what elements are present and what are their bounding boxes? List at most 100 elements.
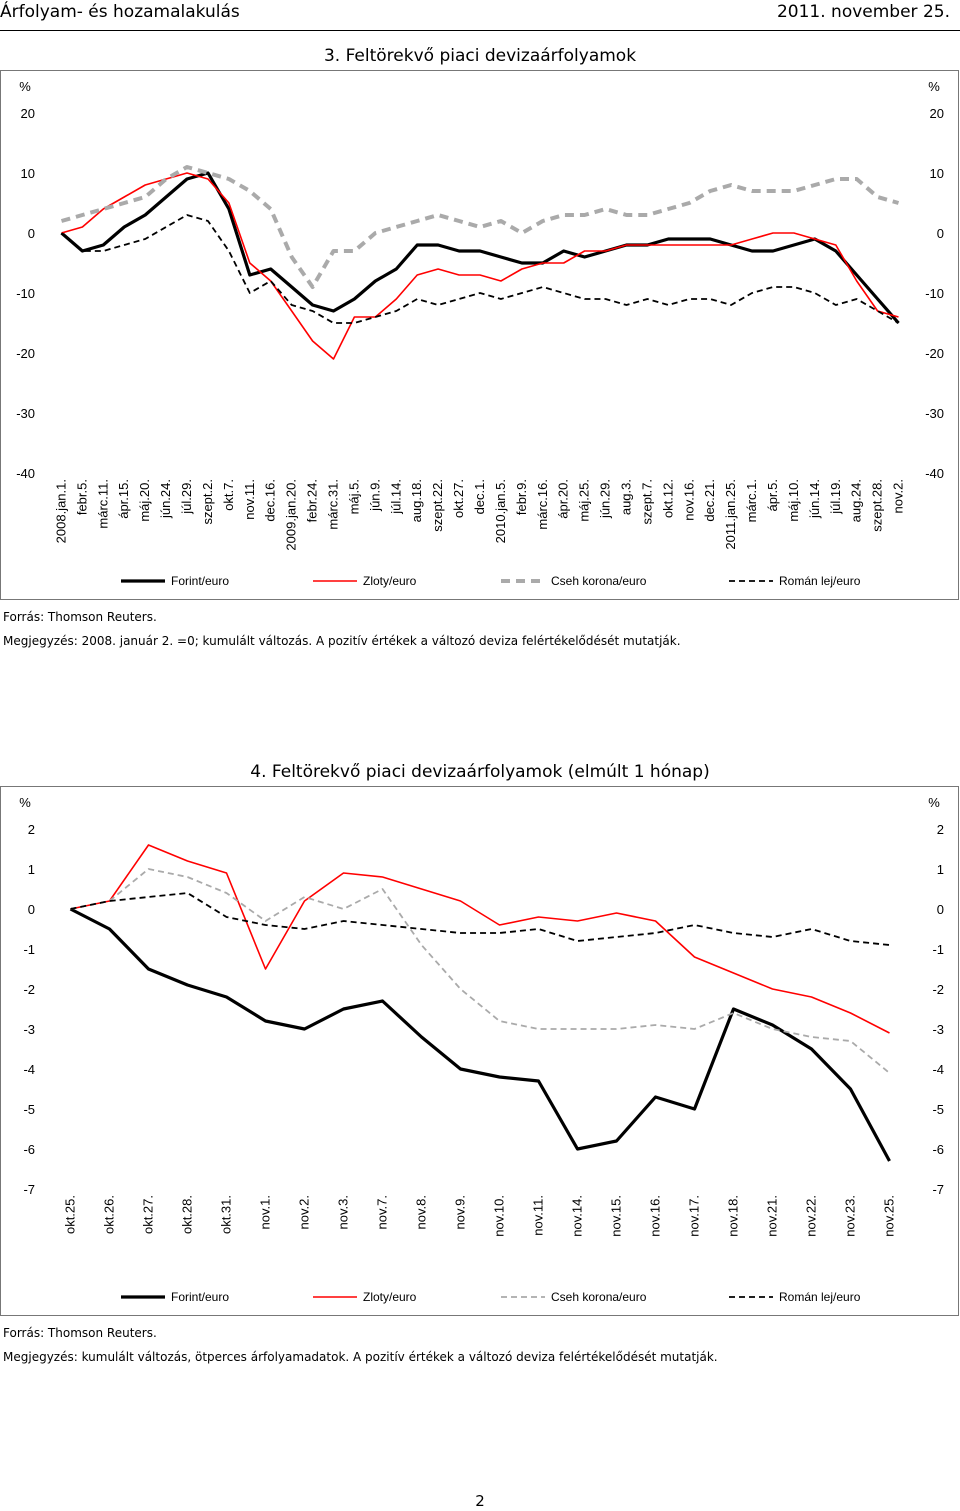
chart2-series-1-line [69, 907, 891, 1162]
chart2-xtick: okt.26. [102, 1195, 117, 1234]
chart2-ytick-right: -7 [932, 1182, 944, 1197]
chart2-ytick-left: 0 [28, 902, 35, 917]
chart2-ytick-right: -3 [932, 1022, 944, 1037]
chart1-series-1-line [60, 171, 900, 325]
chart1-ytick-left: 20 [21, 106, 35, 121]
chart1-xtick: dec.16. [263, 479, 278, 522]
chart2-series-2-line [70, 844, 890, 1034]
chart1-xtick: okt.27. [451, 479, 466, 518]
chart1-xtick: dec.1. [472, 479, 487, 514]
chart1-xtick: máj.25. [577, 479, 592, 522]
chart1-ytick-left: -30 [16, 406, 35, 421]
chart2-xtick: okt.27. [141, 1195, 156, 1234]
chart1-xtick: júl.19. [828, 479, 843, 515]
chart2-legend-label: Forint/euro [171, 1290, 229, 1304]
chart2-ytick-left: -5 [23, 1102, 35, 1117]
chart1-xtick: ápr.15. [116, 479, 131, 519]
chart1-xtick: aug.18. [409, 479, 424, 522]
chart1-xtick: szept.22. [430, 479, 445, 532]
chart2-ytick-left: -7 [23, 1182, 35, 1197]
chart2-xtick: nov.25. [882, 1195, 897, 1237]
chart2-xtick: nov.17. [687, 1195, 702, 1237]
chart2-ytick-right: -1 [932, 942, 944, 957]
chart2-ytick-left: -1 [23, 942, 35, 957]
chart1-xtick: jún.29. [598, 479, 613, 519]
chart1-frame: %% 20 20 10 10 0 0 -10 -10 -20 -20 -30 -30 -40 -40 2008… [0, 70, 959, 600]
chart2-xtick: okt.28. [180, 1195, 195, 1234]
chart2-ytick-right: -2 [932, 982, 944, 997]
chart1-legend-label: Zloty/euro [363, 574, 417, 588]
chart2-frame: %% 2 2 1 1 0 0 -1 -1 -2 -2 -3 -3 -4 -4 -5 -5 -6 -6 -7 -7 okt.… [0, 786, 959, 1316]
chart1-xtick: nov.16. [681, 479, 696, 521]
chart1-xtick: 2008.jan.1. [53, 479, 68, 543]
chart2-xtick: okt.31. [219, 1195, 234, 1234]
chart2-xtick: nov.9. [453, 1195, 468, 1229]
chart1-xtick: szept.2. [200, 479, 215, 525]
chart2-legend-label: Cseh korona/euro [551, 1290, 647, 1304]
chart2-ytick-right: -4 [932, 1062, 944, 1077]
chart1-xtick: 2010.jan.5. [493, 479, 508, 543]
chart1-xtick: júl.29. [179, 479, 194, 515]
chart2-ytick-left: -2 [23, 982, 35, 997]
chart1-xtick: dec.21. [702, 479, 717, 522]
chart1-xtick: nov.11. [242, 479, 257, 520]
chart2-ytick-right: 1 [937, 862, 944, 877]
chart2-xtick: nov.2. [297, 1195, 312, 1229]
chart1-legend-label: Cseh korona/euro [551, 574, 647, 588]
chart1-xtick: okt.12. [660, 479, 675, 518]
chart1-ylabel-left: % [19, 79, 31, 94]
chart1-ytick-left: 10 [21, 166, 35, 181]
chart1-xtick: aug.24. [849, 479, 864, 522]
chart1-title: 3. Feltörekvő piaci devizaárfolyamok [323, 46, 637, 66]
chart2-xtick: nov.1. [258, 1195, 273, 1229]
page-header: Árfolyam- és hozamalakulás 2011. novembe… [0, 0, 960, 32]
chart2-ytick-right: 0 [937, 902, 944, 917]
chart2-svg: % % 2 2 1 1 0 0 -1 -1 -2 -2 -3 -3 -4 -4 -5 -5 -6 -6 -7 -7 okt.… [19, 795, 944, 1304]
chart1-xtick: júl.14. [388, 479, 403, 515]
header-rule [0, 30, 960, 31]
chart2-series-3-line [70, 868, 891, 1074]
chart1-xtick: szept.28. [870, 479, 885, 532]
chart1-ytick-right: 10 [930, 166, 944, 181]
chart1-xtick: máj.5. [346, 479, 361, 514]
chart1-ytick-left: -40 [16, 466, 35, 481]
chart1-xtick: jún.24. [158, 479, 173, 519]
header-section-title: Árfolyam- és hozamalakulás [0, 2, 240, 22]
chart2-note: Megjegyzés: kumulált változás, ötperces … [3, 1350, 718, 1364]
chart1-source: Forrás: Thomson Reuters. [3, 610, 157, 624]
chart2-xtick: nov.11. [531, 1195, 546, 1236]
chart1-xtick: jún.9. [367, 479, 382, 512]
chart2-ytick-left: -6 [23, 1142, 35, 1157]
chart1-xtick: febr.24. [305, 479, 320, 522]
chart1-xtick: máj.20. [137, 479, 152, 522]
chart1-ytick-right: -20 [925, 346, 944, 361]
chart2-series-4-line [70, 892, 890, 946]
chart1-ytick-right: -40 [925, 466, 944, 481]
chart2-ytick-right: -6 [932, 1142, 944, 1157]
chart1-xtick: febr.5. [74, 479, 89, 515]
chart1-xtick: febr.9. [514, 479, 529, 515]
chart1-ylabel-right: % [928, 79, 940, 94]
chart1-xtick: márc.31. [326, 479, 341, 530]
chart2-xtick: nov.22. [804, 1195, 819, 1237]
chart1-xtick: okt.7. [221, 479, 236, 511]
chart1-note: Megjegyzés: 2008. január 2. =0; kumulált… [3, 634, 681, 648]
chart2-legend-label: Román lej/euro [779, 1290, 861, 1304]
chart1-xtick: márc.11. [95, 479, 110, 529]
chart2-xtick: nov.18. [726, 1195, 741, 1237]
chart1-ytick-right: 20 [930, 106, 944, 121]
chart2-source: Forrás: Thomson Reuters. [3, 1326, 157, 1340]
chart1-xtick: aug.3. [618, 479, 633, 515]
chart2-xtick: nov.3. [336, 1195, 351, 1229]
chart2-ytick-left: 1 [28, 862, 35, 877]
chart2-xtick: nov.15. [609, 1195, 624, 1237]
chart1-xtick: márc.16. [535, 479, 550, 530]
chart1-svg: % % 20 20 10 10 0 0 -10 -10 -20 -20 -30 -30 -40 -40 2008… [16, 79, 944, 588]
chart1-xtick: 2011.jan.25. [723, 479, 738, 550]
chart1-xtick: máj.10. [786, 479, 801, 522]
chart1-series-4-line [60, 214, 899, 324]
chart1-xtick: márc.1. [744, 479, 759, 522]
chart2-xtick: okt.25. [63, 1195, 78, 1234]
chart1-legend-label: Forint/euro [171, 574, 229, 588]
chart1-ytick-left: -20 [16, 346, 35, 361]
